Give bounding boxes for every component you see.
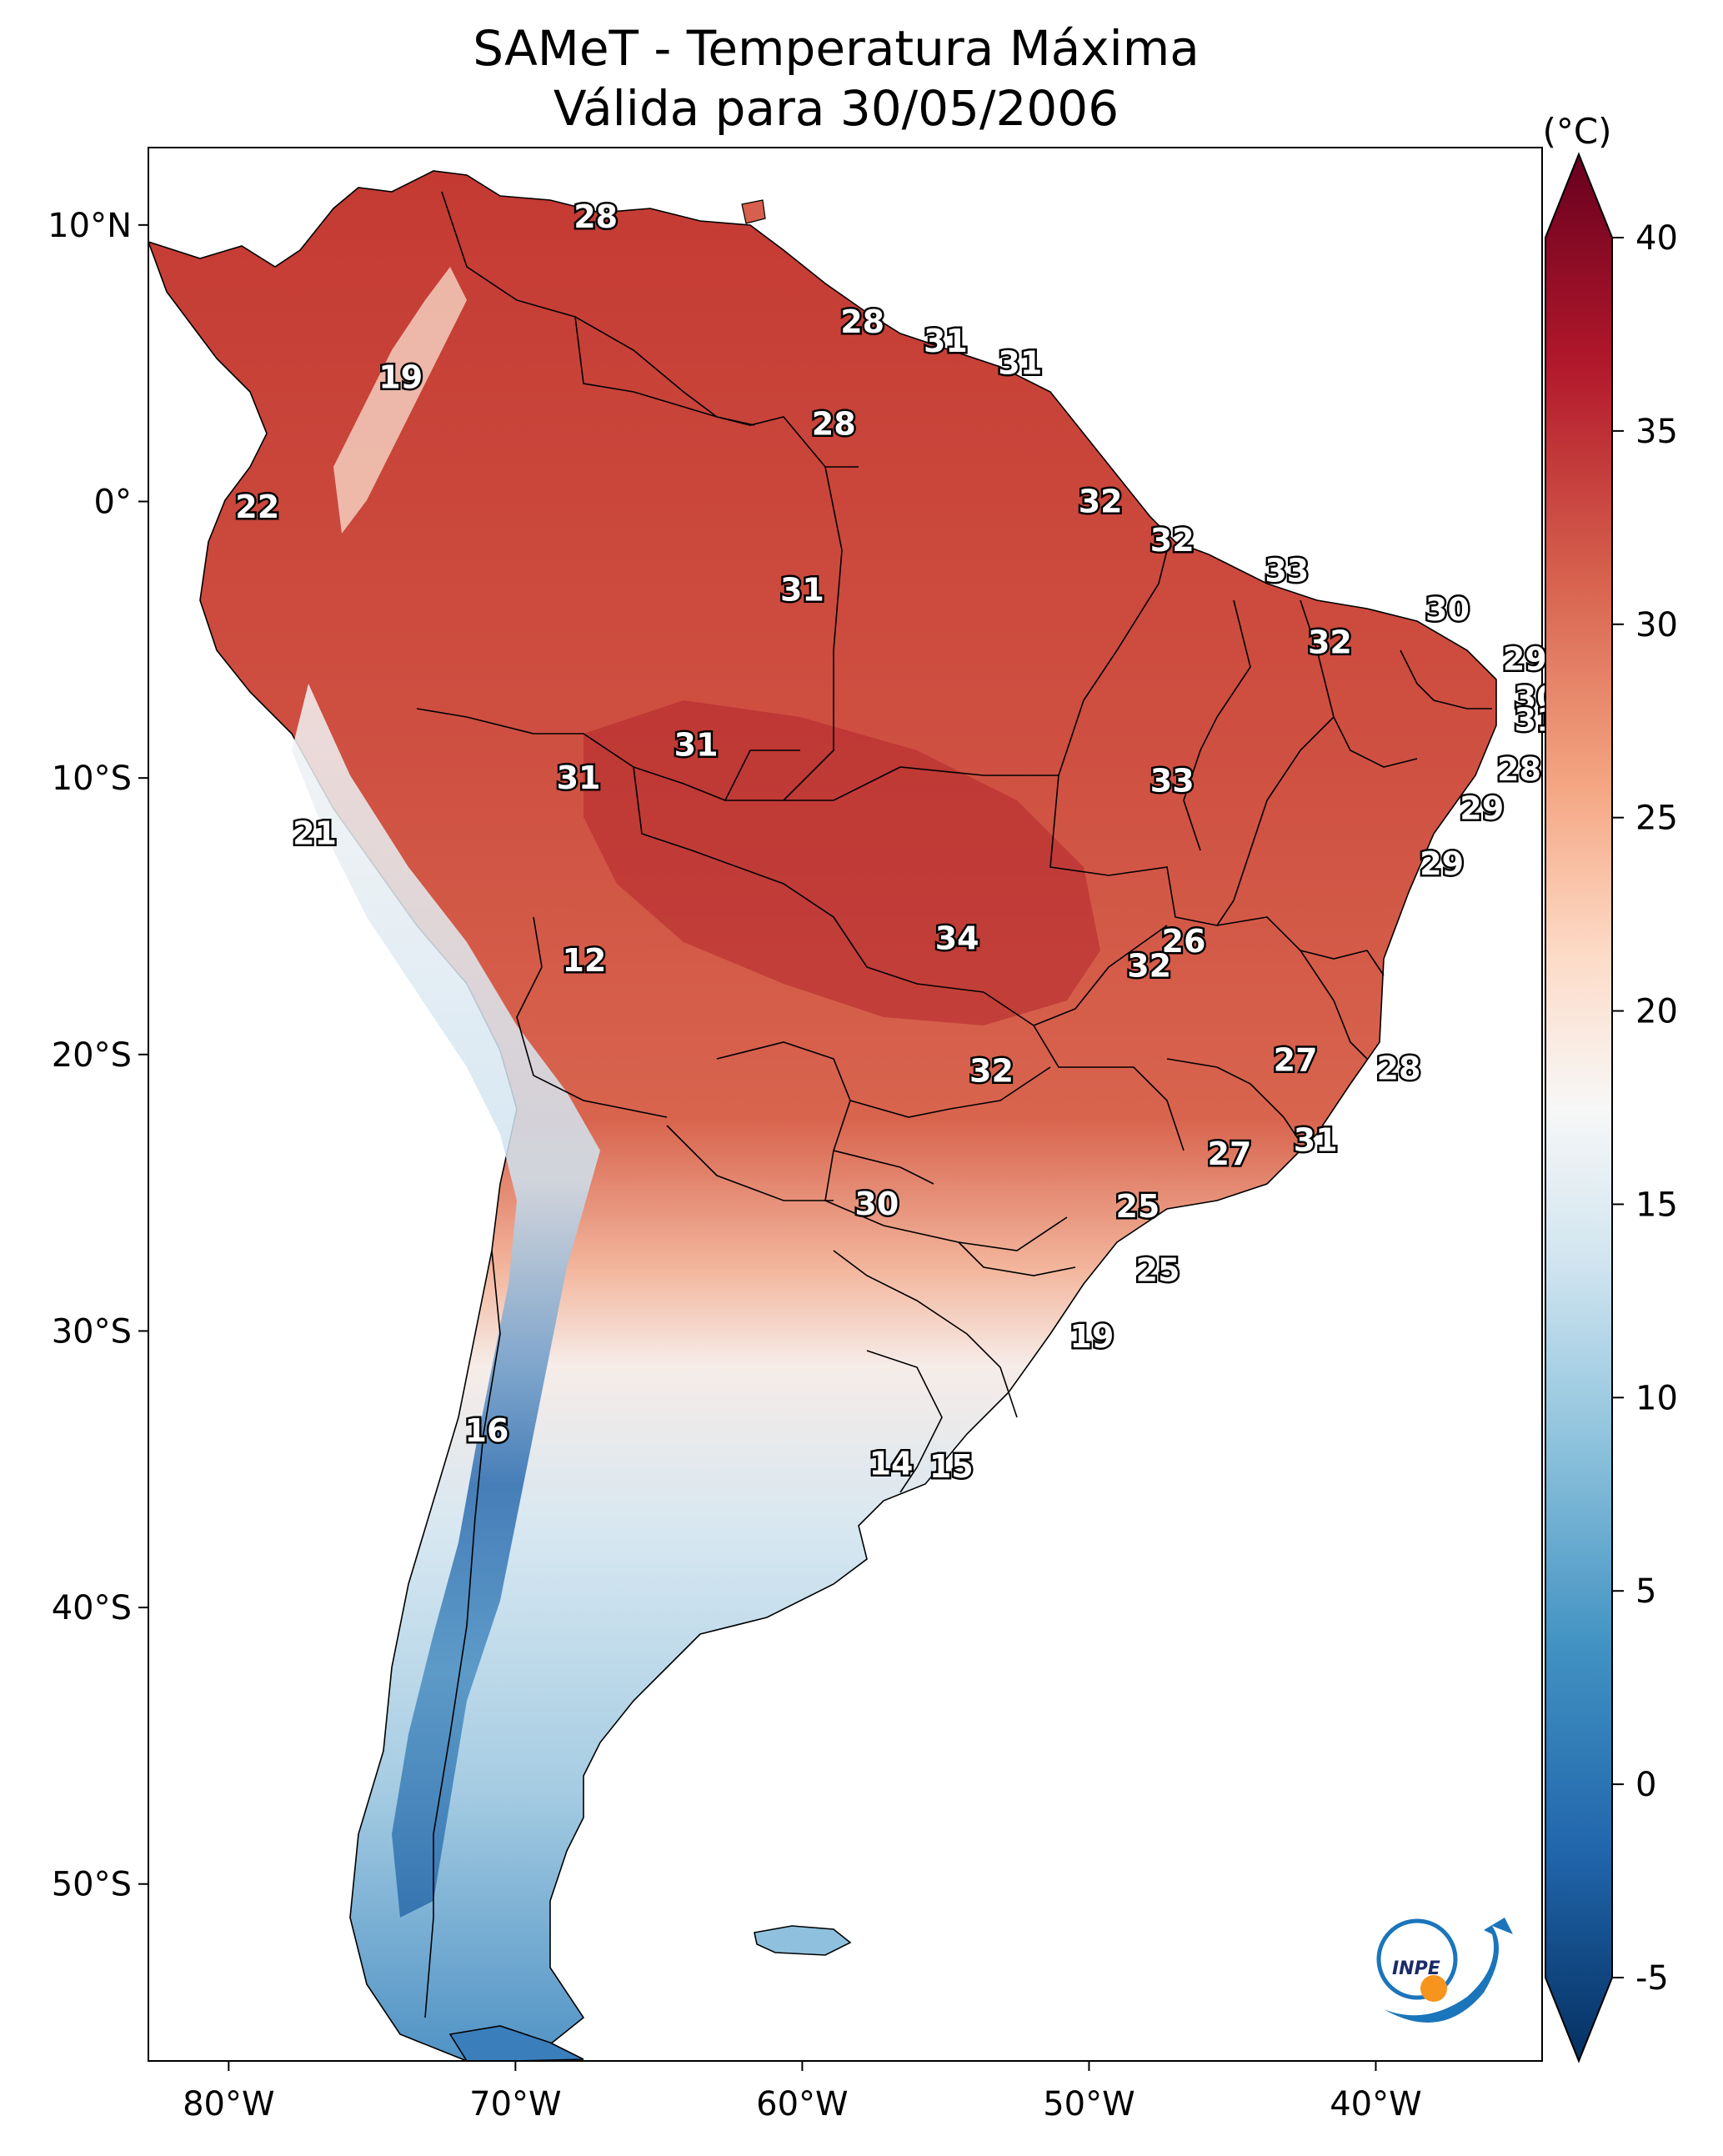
lon-tick-label: 60°W (756, 2085, 848, 2123)
temperature-value-label: 30 (1425, 591, 1470, 628)
colorbar-tick-label: 40 (1635, 219, 1678, 258)
temperature-value-label: 21 (293, 815, 337, 851)
temperature-value-label: 29 (1503, 641, 1547, 678)
colorbar-tick-label: -5 (1635, 1959, 1669, 1998)
temperature-value-label: 28 (812, 406, 856, 443)
chart-subtitle: Válida para 30/05/2006 (553, 80, 1119, 137)
temperature-value-label: 27 (1274, 1041, 1318, 1078)
temperature-value-label: 28 (1377, 1050, 1421, 1086)
temperature-value-label: 28 (573, 198, 618, 235)
chart-title: SAMeT - Temperatura Máxima (473, 20, 1200, 77)
lat-tick-label: 10°S (52, 760, 132, 798)
temperature-value-label: 28 (840, 303, 884, 340)
caribbean-coast-patch (741, 199, 766, 224)
temperature-value-label: 31 (998, 345, 1042, 382)
temperature-value-label: 25 (1136, 1251, 1180, 1288)
temperature-value-label: 12 (562, 942, 606, 979)
colorbar-tick-label: 30 (1635, 606, 1678, 644)
temperature-value-label: 28 (1497, 751, 1541, 788)
temperature-value-label: 33 (1150, 762, 1195, 799)
temperature-value-label: 14 (869, 1446, 914, 1482)
temperature-value-label: 31 (557, 760, 601, 796)
temperature-value-label: 15 (929, 1448, 974, 1485)
lat-tick-label: 20°S (52, 1036, 132, 1075)
falkland-islands (754, 1925, 852, 1956)
andes-cold-band (292, 684, 600, 1918)
temperature-value-label: 31 (924, 323, 968, 359)
logo-orange-dot (1420, 1975, 1447, 2002)
colorbar-tick-label: 0 (1635, 1766, 1656, 1804)
latitude-axis: 10°N 0° 10°S 20°S 30°S 40°S 50°S (48, 207, 148, 1904)
temperature-value-label: 31 (674, 726, 719, 763)
lon-tick-label: 50°W (1043, 2085, 1134, 2123)
temperature-value-label: 22 (235, 489, 279, 525)
tierra-del-fuego-island (448, 2025, 584, 2061)
temperature-value-label: 29 (1420, 845, 1464, 882)
temperature-value-label: 32 (1079, 484, 1123, 520)
colorbar-unit: (°C) (1542, 111, 1611, 152)
temperature-value-label: 32 (1127, 948, 1171, 985)
colorbar-gradient (1545, 152, 1613, 2063)
map-area (148, 148, 1542, 2061)
temperature-value-label: 19 (1069, 1318, 1114, 1355)
temperature-value-label: 16 (465, 1412, 509, 1449)
colorbar-tick-label: 5 (1635, 1572, 1656, 1611)
colorbar-tick-label: 35 (1635, 413, 1678, 451)
temperature-value-label: 32 (1308, 624, 1352, 661)
temperature-value-label: 30 (854, 1186, 899, 1222)
temperature-value-label: 31 (1294, 1122, 1338, 1159)
temperature-value-label: 25 (1115, 1188, 1160, 1225)
temperature-value-label: 31 (780, 572, 824, 609)
temperature-value-label: 19 (378, 358, 423, 395)
colorbar-tick-label: 10 (1635, 1379, 1678, 1417)
colorbar-tick-label: 20 (1635, 993, 1678, 1031)
colombia-andes-cool-band (333, 267, 467, 534)
lon-tick-label: 40°W (1330, 2085, 1421, 2123)
lat-tick-label: 50°S (52, 1866, 132, 1904)
lon-tick-label: 70°W (469, 2085, 561, 2123)
central-hot-core (584, 700, 1100, 1025)
logo-orbit-ring (1376, 1918, 1458, 2000)
colorbar-tick-label: 15 (1635, 1186, 1678, 1224)
temperature-value-label: 32 (1150, 522, 1195, 559)
lon-tick-label: 80°W (183, 2085, 274, 2123)
colorbar-tick-label: 25 (1635, 800, 1678, 838)
lat-tick-label: 30°S (52, 1312, 132, 1351)
temperature-value-label: 32 (969, 1053, 1014, 1090)
lat-tick-label: 0° (94, 484, 132, 522)
temperature-value-label: 34 (935, 920, 979, 957)
lat-tick-label: 40°S (52, 1589, 132, 1627)
temperature-value-label: 29 (1460, 790, 1504, 827)
temperature-value-label: 27 (1208, 1136, 1252, 1172)
inpe-logo: INPE (1376, 1918, 1513, 2023)
longitude-axis: 80°W 70°W 60°W 50°W 40°W (183, 2061, 1422, 2123)
map-frame (148, 147, 1543, 2062)
political-borders (416, 191, 1492, 2018)
temperature-value-label: 33 (1265, 552, 1309, 589)
logo-text: INPE (1392, 1958, 1440, 1979)
temperature-value-label: 26 (1162, 923, 1206, 960)
lat-tick-label: 10°N (48, 207, 132, 245)
colorbar: (°C) 40 35 30 25 20 15 10 5 0 -5 (1542, 111, 1678, 2063)
logo-arrow-swoosh (1384, 1918, 1513, 2023)
